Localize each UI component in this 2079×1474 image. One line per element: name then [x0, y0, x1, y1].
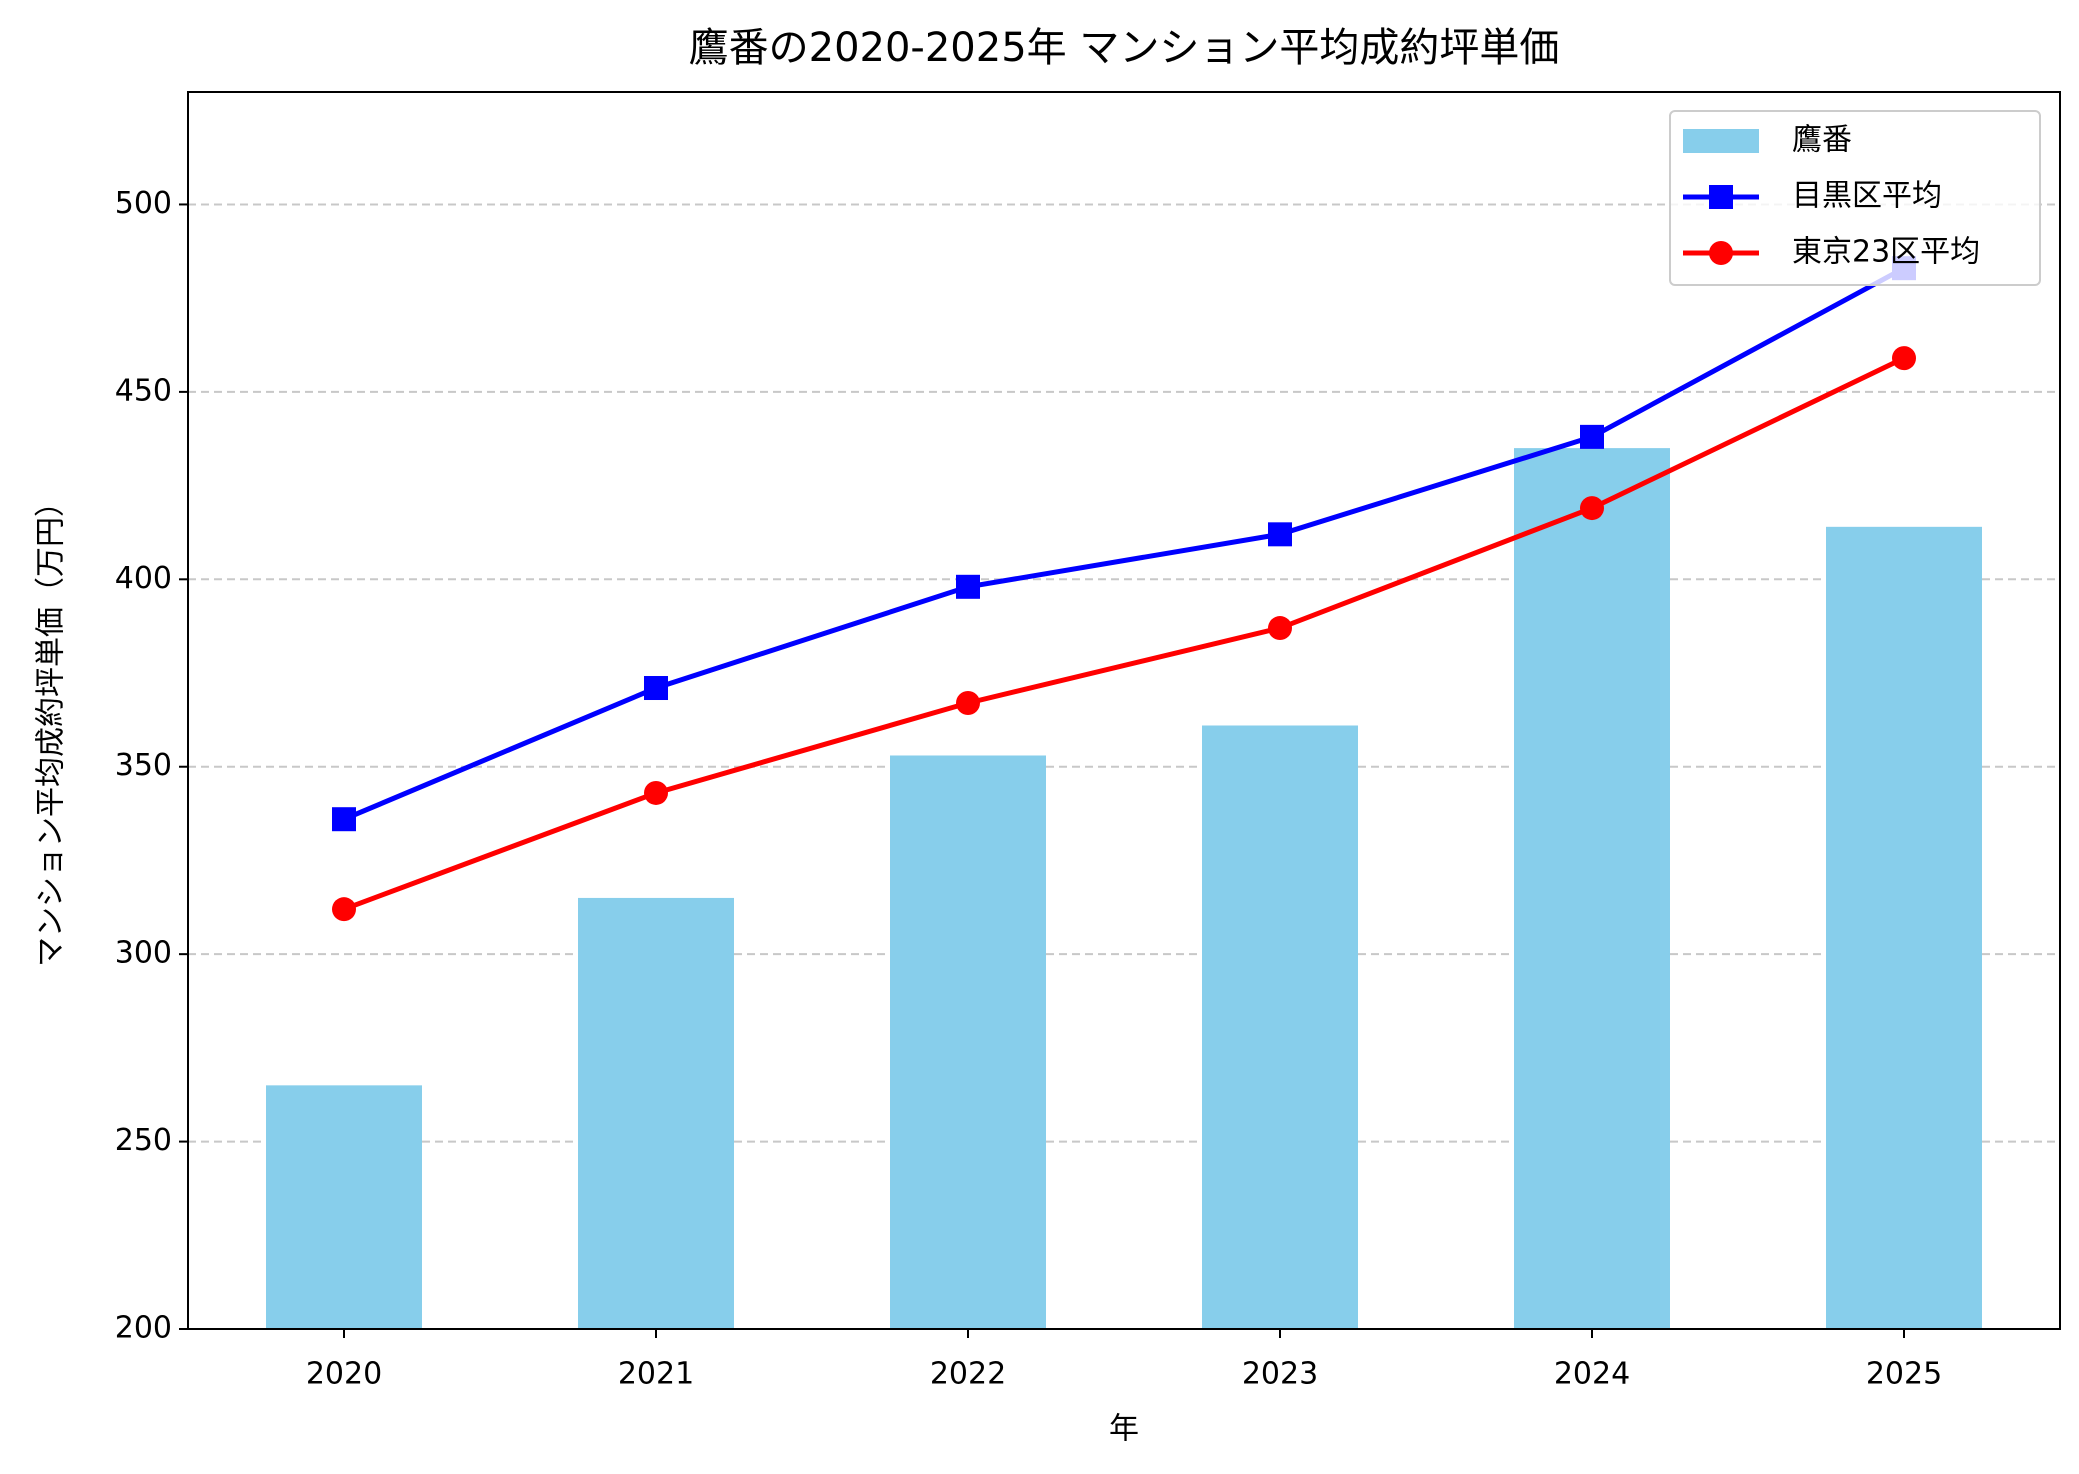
- bar: [1202, 725, 1358, 1329]
- marker: [644, 676, 668, 701]
- marker: [1892, 346, 1916, 371]
- y-tick-label: 350: [115, 748, 172, 783]
- x-tick-label: 2023: [1242, 1357, 1318, 1392]
- x-tick-label: 2020: [306, 1357, 382, 1392]
- x-axis-label: 年: [1109, 1412, 1139, 1447]
- bar: [1514, 448, 1670, 1329]
- marker: [644, 780, 668, 805]
- x-tick-label: 2024: [1554, 1357, 1630, 1392]
- bar: [578, 897, 734, 1329]
- y-tick-label: 250: [115, 1123, 172, 1158]
- line: [343, 355, 1906, 912]
- marker: [1268, 522, 1292, 547]
- marker: [956, 574, 980, 599]
- marker: [1268, 616, 1292, 641]
- marker: [1580, 496, 1604, 521]
- legend-label: 鷹番: [1792, 123, 1852, 158]
- marker: [332, 897, 356, 922]
- line: [343, 265, 1906, 822]
- x-tick-label: 2022: [930, 1357, 1006, 1392]
- bar: [890, 755, 1046, 1329]
- y-tick-label: 400: [115, 561, 172, 596]
- legend-marker: [1709, 185, 1733, 209]
- bar: [1826, 526, 1982, 1329]
- x-tick-label: 2025: [1866, 1357, 1942, 1392]
- legend-label: 東京23区平均: [1792, 235, 1980, 270]
- marker: [1580, 424, 1604, 449]
- bar: [266, 1085, 422, 1329]
- legend-box: [1669, 110, 2041, 286]
- legend-swatch: [1683, 129, 1759, 153]
- legend-label: 目黒区平均: [1792, 179, 1942, 214]
- y-tick-label: 450: [115, 373, 172, 408]
- marker: [956, 691, 980, 716]
- y-axis-label: マンション平均成約坪単価（万円）: [34, 487, 69, 967]
- marker: [332, 807, 356, 832]
- legend-marker: [1709, 241, 1733, 265]
- y-tick-label: 300: [115, 936, 172, 971]
- y-tick-label: 500: [115, 186, 172, 221]
- plot-frame: [187, 91, 2061, 1330]
- y-tick-label: 200: [115, 1311, 172, 1346]
- chart-title: 鷹番の2020-2025年 マンション平均成約坪単価: [689, 25, 1560, 71]
- x-tick-label: 2021: [618, 1357, 694, 1392]
